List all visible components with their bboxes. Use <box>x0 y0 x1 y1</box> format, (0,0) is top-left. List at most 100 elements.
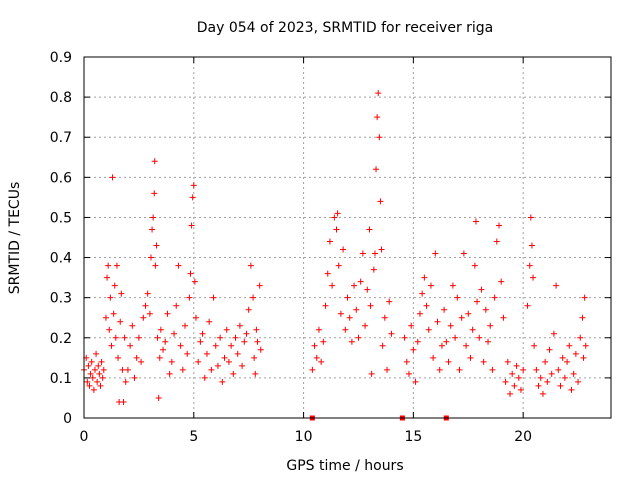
data-point <box>355 334 362 341</box>
data-point <box>190 182 197 189</box>
data-point <box>334 210 341 217</box>
data-point <box>127 342 134 349</box>
data-point <box>135 334 142 341</box>
data-point <box>467 354 474 361</box>
data-point <box>482 306 489 313</box>
data-point <box>245 306 252 313</box>
data-point <box>432 250 439 257</box>
data-point <box>430 354 437 361</box>
data-point <box>366 226 373 233</box>
data-point <box>142 302 149 309</box>
y-tick-label: 0.1 <box>50 371 72 387</box>
data-point <box>412 378 419 385</box>
data-point <box>506 390 513 397</box>
data-point <box>118 290 125 297</box>
y-tick-label: 0.8 <box>50 90 72 106</box>
data-point <box>348 338 355 345</box>
data-point <box>474 298 481 305</box>
data-point <box>423 302 430 309</box>
data-point <box>90 386 97 393</box>
data-point <box>386 298 393 305</box>
data-point <box>84 378 91 385</box>
data-point <box>168 358 175 365</box>
data-point <box>257 346 264 353</box>
data-point <box>445 358 452 365</box>
y-tick-label: 0.5 <box>50 210 72 226</box>
data-point <box>104 274 111 281</box>
data-point <box>129 322 136 329</box>
data-point <box>436 366 443 373</box>
axis-ticks <box>83 56 611 419</box>
data-point <box>520 366 527 373</box>
data-point <box>100 366 107 373</box>
data-point <box>564 358 571 365</box>
data-point <box>553 282 560 289</box>
data-point <box>533 366 540 373</box>
data-point <box>530 274 537 281</box>
data-point <box>452 334 459 341</box>
data-point <box>454 294 461 301</box>
data-point <box>370 266 377 273</box>
data-point <box>485 338 492 345</box>
data-point <box>472 218 479 225</box>
data-point <box>151 158 158 165</box>
data-point <box>447 322 454 329</box>
data-point <box>458 314 465 321</box>
data-point <box>97 382 104 389</box>
data-point <box>427 282 434 289</box>
data-point <box>94 378 101 385</box>
data-point <box>106 326 113 333</box>
data-point <box>333 226 340 233</box>
data-point <box>102 314 109 321</box>
data-point <box>500 314 507 321</box>
data-point <box>232 334 239 341</box>
y-tick-label: 0.6 <box>50 170 72 186</box>
data-point <box>98 358 105 365</box>
data-point <box>487 322 494 329</box>
data-point <box>557 382 564 389</box>
data-point <box>155 394 162 401</box>
data-point <box>548 370 555 377</box>
data-point <box>478 286 485 293</box>
data-point <box>416 310 423 317</box>
data-point <box>353 306 360 313</box>
data-point <box>559 354 566 361</box>
data-point <box>197 338 204 345</box>
data-point <box>425 326 432 333</box>
data-point <box>175 262 182 269</box>
data-point <box>471 262 478 269</box>
data-point <box>502 378 509 385</box>
data-point <box>491 294 498 301</box>
data-point <box>214 362 221 369</box>
data-point <box>111 282 118 289</box>
data-point <box>580 354 587 361</box>
data-point <box>93 350 100 357</box>
grid <box>84 57 611 418</box>
data-point <box>315 326 322 333</box>
data-point <box>408 322 415 329</box>
data-point <box>401 334 408 341</box>
data-point <box>150 214 157 221</box>
data-point <box>140 314 147 321</box>
data-point <box>182 322 189 329</box>
data-point <box>463 342 470 349</box>
data-point <box>85 362 92 369</box>
data-point <box>121 334 128 341</box>
data-point <box>166 370 173 377</box>
data-point <box>250 294 257 301</box>
data-point <box>579 314 586 321</box>
data-point <box>228 342 235 349</box>
data-point <box>528 242 535 249</box>
data-point <box>498 278 505 285</box>
data-point <box>329 282 336 289</box>
data-point <box>517 386 524 393</box>
data-point <box>254 338 261 345</box>
data-point <box>184 350 191 357</box>
data-point <box>99 374 106 381</box>
data-point <box>152 262 159 269</box>
data-point <box>509 370 516 377</box>
data-point <box>131 374 138 381</box>
data-point <box>206 318 213 325</box>
data-point <box>577 334 584 341</box>
